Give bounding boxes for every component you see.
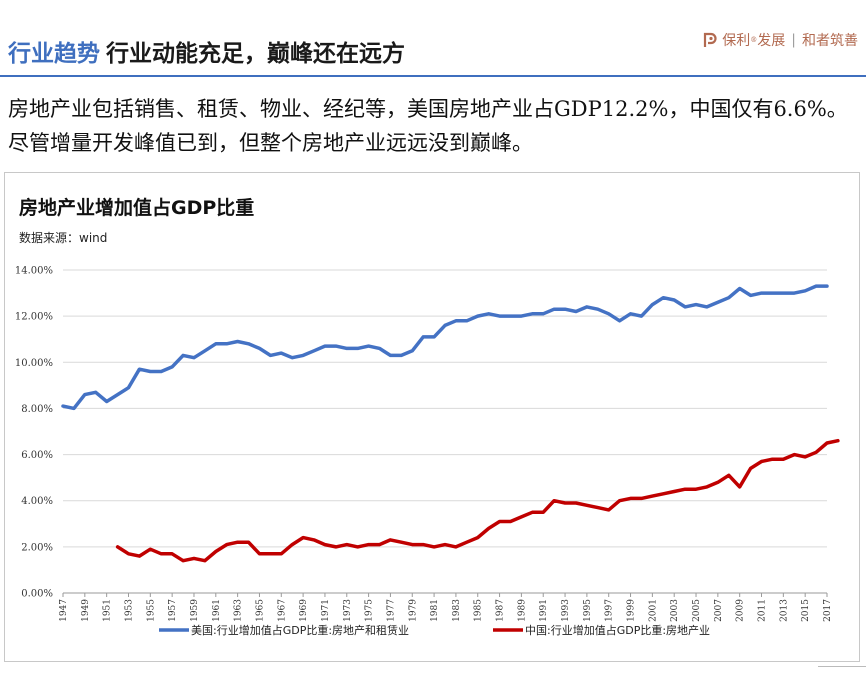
footer-divider [818, 666, 866, 667]
y-tick-label: 12.00% [15, 312, 53, 323]
x-tick-label: 1973 [343, 599, 353, 622]
x-tick-label: 1967 [277, 599, 287, 622]
brand-slogan: 和者筑善 [802, 33, 858, 49]
legend-label-0: 美国:行业增加值占GDP比重:房地产和租赁业 [191, 623, 409, 637]
x-tick-label: 1951 [103, 599, 113, 622]
x-tick-label: 2007 [714, 599, 724, 622]
series-line-0 [61, 284, 829, 411]
x-tick-label: 1949 [81, 599, 91, 622]
x-tick-label: 1989 [517, 599, 527, 622]
x-tick-label: 1991 [539, 599, 549, 622]
x-tick-label: 1983 [452, 599, 462, 622]
x-tick-label: 1985 [474, 599, 484, 622]
x-tick-label: 1995 [583, 599, 593, 622]
brand-separator: | [791, 32, 796, 48]
x-tick-label: 2005 [692, 599, 702, 622]
x-tick-label: 1963 [234, 599, 244, 622]
series-line-1 [115, 438, 840, 563]
x-tick-label: 2003 [670, 599, 680, 622]
x-tick-label: 1965 [255, 599, 265, 622]
x-tick-label: 1953 [124, 599, 134, 622]
x-tick-label: 1947 [59, 599, 69, 622]
y-tick-label: 8.00% [21, 404, 53, 415]
brand-registered: ® [750, 36, 758, 44]
x-tick-label: 1977 [386, 599, 396, 622]
x-tick-label: 1993 [561, 599, 571, 622]
description-text: 房地产业包括销售、租赁、物业、经纪等，美国房地产业占GDP12.2%，中国仅有6… [8, 97, 848, 155]
legend-label-1: 中国:行业增加值占GDP比重:房地产业 [525, 623, 710, 637]
poly-logo-icon [704, 32, 717, 47]
line-chart: 0.00% 2.00% 4.00% 6.00% 8.00% 10.00% 12.00% 14.… [15, 266, 840, 637]
headline: 行业动能充足，巅峰还在远方 [106, 41, 405, 67]
y-tick-label: 10.00% [15, 358, 53, 369]
chart-title: 房地产业增加值占GDP比重 [19, 197, 255, 219]
brand-suffix: 发展 [757, 33, 786, 49]
y-tick-label: 6.00% [21, 450, 53, 461]
header-divider [0, 75, 866, 77]
x-tick-label: 2001 [648, 599, 658, 622]
x-tick-label: 1987 [496, 599, 506, 622]
page-title: 行业趋势 行业动能充足，巅峰还在远方 [8, 34, 405, 68]
x-tick-label: 1971 [321, 599, 331, 622]
x-tick-label: 2009 [736, 599, 746, 622]
x-tick-label: 2015 [801, 599, 811, 622]
x-tick-label: 1975 [365, 599, 375, 622]
brand-logo: 保利 ® 发展 | 和者筑善 [702, 30, 858, 50]
x-tick-label: 1957 [168, 599, 178, 622]
x-tick-label: 1961 [212, 599, 222, 622]
section-tag: 行业趋势 [8, 41, 100, 67]
x-tick-label: 2013 [779, 599, 789, 622]
chart-source: 数据来源：wind [19, 231, 108, 245]
x-tick-label: 2017 [823, 599, 833, 622]
y-tick-label: 0.00% [21, 589, 53, 600]
slide-header: 行业趋势 行业动能充足，巅峰还在远方 保利 ® 发展 | 和者筑善 [0, 0, 866, 78]
x-tick-label: 1981 [430, 599, 440, 622]
y-tick-label: 14.00% [15, 266, 53, 277]
chart-panel: 0.00% 2.00% 4.00% 6.00% 8.00% 10.00% 12.00% 14.… [4, 172, 860, 662]
x-tick-label: 1997 [605, 599, 615, 622]
x-tick-label: 1955 [146, 599, 156, 622]
x-tick-label: 1979 [408, 599, 418, 622]
brand-name: 保利 [722, 33, 751, 49]
x-tick-label: 1959 [190, 599, 200, 622]
x-tick-label: 1969 [299, 599, 309, 622]
x-tick-label: 2011 [758, 599, 768, 622]
x-tick-label: 1999 [627, 599, 637, 622]
y-tick-label: 4.00% [21, 496, 53, 507]
y-tick-label: 2.00% [21, 542, 53, 553]
